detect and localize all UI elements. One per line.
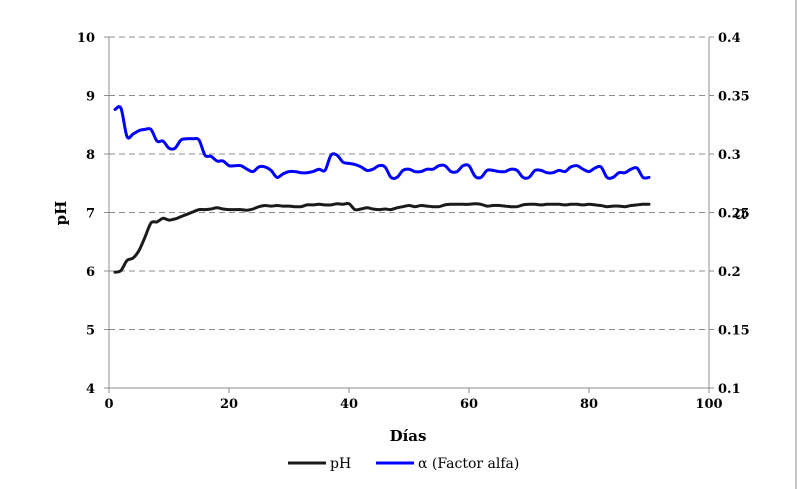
y-tick-label: 8 <box>86 148 95 163</box>
x-tick-label: 20 <box>220 397 238 412</box>
y2-tick-label: 0.4 <box>718 31 741 46</box>
y2-tick-label: 0.3 <box>718 148 741 163</box>
grid <box>109 36 709 330</box>
x-axis-title: Días <box>390 427 427 445</box>
y-tick-label: 5 <box>86 324 95 339</box>
legend-label-ph: pH <box>330 456 351 472</box>
x-tick-label: 80 <box>580 397 598 412</box>
legend-label-alpha: α (Factor alfa) <box>418 456 519 472</box>
series-group <box>113 105 651 274</box>
ph-series-line <box>113 201 651 274</box>
axes <box>104 36 714 393</box>
y2-tick-label: 0.25 <box>718 207 750 222</box>
x-tick-label: 0 <box>104 397 113 412</box>
alpha-series-line <box>113 105 651 181</box>
tick-labels: 0 20 40 60 80 100 4 5 6 7 8 9 10 0.1 0.15 0.2 0.25 0.3 0.3… <box>77 31 750 412</box>
y2-tick-label: 0.15 <box>718 324 750 339</box>
y-tick-label: 6 <box>86 265 95 280</box>
x-tick-label: 100 <box>695 397 722 412</box>
y2-tick-label: 0.35 <box>718 90 750 105</box>
y-tick-label: 7 <box>86 207 95 222</box>
y-axis-title: pH <box>52 201 70 226</box>
y2-tick-label: 0.1 <box>718 382 741 397</box>
y-tick-label: 4 <box>86 382 95 397</box>
y2-axis-title: α <box>735 202 748 224</box>
y2-tick-label: 0.2 <box>718 265 741 280</box>
x-tick-label: 60 <box>460 397 478 412</box>
legend: pH α (Factor alfa) <box>288 456 519 472</box>
y-tick-label: 10 <box>77 31 95 46</box>
y-tick-label: 9 <box>86 90 95 105</box>
x-tick-label: 40 <box>340 397 358 412</box>
